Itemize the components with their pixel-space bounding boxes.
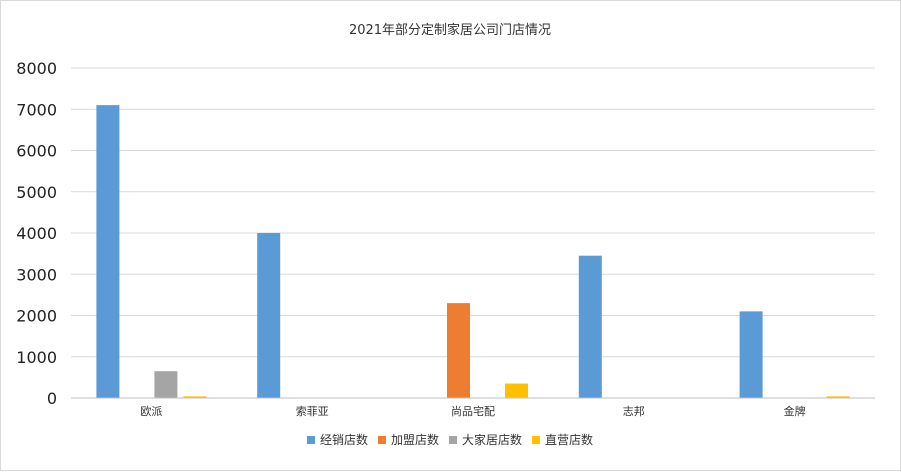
x-tick-label: 尚品宅配 <box>451 404 495 418</box>
y-tick-label: 3000 <box>16 265 57 284</box>
legend-swatch <box>449 436 457 444</box>
y-tick-label: 6000 <box>16 142 57 161</box>
legend-label: 大家居店数 <box>462 432 522 447</box>
y-tick-label: 1000 <box>16 348 57 367</box>
legend-label: 加盟店数 <box>391 432 439 447</box>
x-tick-label: 金牌 <box>784 404 806 418</box>
bar <box>578 255 602 398</box>
chart-title: 2021年部分定制家居公司门店情况 <box>349 22 551 38</box>
legend-swatch <box>532 436 541 444</box>
legend-label: 经销店数 <box>320 432 368 447</box>
bar <box>96 105 120 398</box>
y-tick-label: 7000 <box>16 100 57 119</box>
legend-swatch <box>377 436 386 444</box>
legend: 经销店数 加盟店数 大家居店数 直营店数 <box>306 432 593 447</box>
bar <box>739 311 763 398</box>
y-tick-label: 5000 <box>16 183 57 202</box>
x-axis-ticks: 欧派 索菲亚 尚品宅配 志邦 金牌 <box>140 404 805 418</box>
bar <box>505 383 528 398</box>
bar <box>257 233 281 398</box>
legend-label: 直营店数 <box>545 432 593 447</box>
bar <box>447 303 470 398</box>
y-axis-ticks: 0 1000 2000 3000 4000 5000 6000 7000 8000 <box>16 59 57 408</box>
bar <box>154 371 178 398</box>
x-tick-label: 欧派 <box>140 405 162 418</box>
bars <box>96 105 850 398</box>
y-tick-label: 0 <box>47 389 57 408</box>
x-tick-label: 志邦 <box>623 405 645 418</box>
x-tick-label: 索菲亚 <box>296 404 329 418</box>
bar <box>183 396 207 398</box>
grid-lines <box>71 67 875 358</box>
legend-swatch <box>306 436 315 444</box>
y-tick-label: 4000 <box>16 224 57 243</box>
y-tick-label: 2000 <box>16 307 57 326</box>
y-tick-label: 8000 <box>16 59 57 78</box>
bar <box>826 396 850 398</box>
